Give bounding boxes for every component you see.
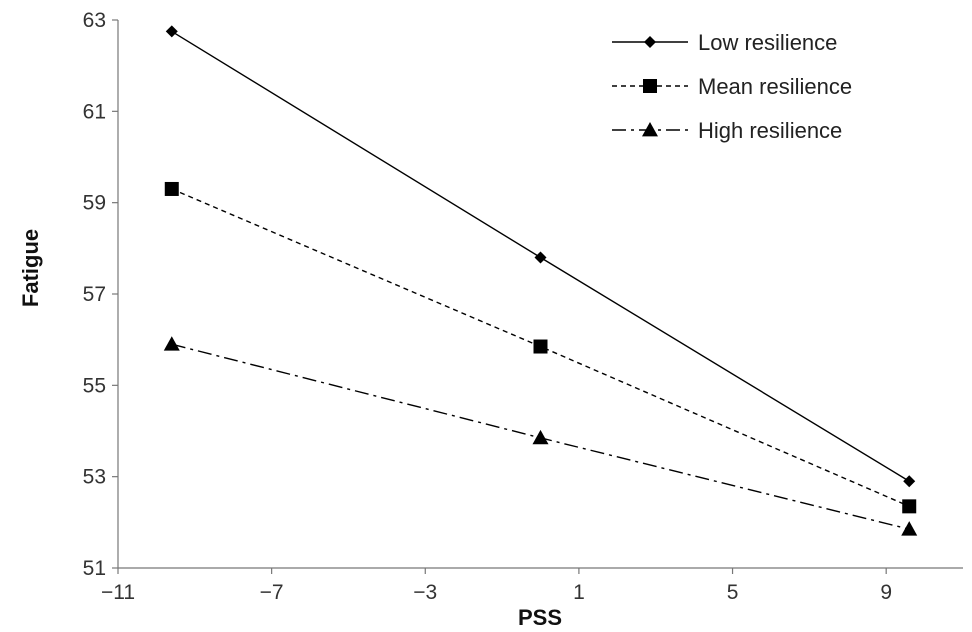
data-point xyxy=(533,339,548,354)
legend-label: High resilience xyxy=(698,118,842,143)
legend-marker xyxy=(643,79,657,93)
data-point xyxy=(903,475,916,488)
legend-item: Mean resilience xyxy=(612,74,852,99)
data-point xyxy=(901,521,918,536)
legend: Low resilience Mean resilience High resili… xyxy=(612,30,852,143)
legend-marker xyxy=(644,36,656,48)
legend-label: Low resilience xyxy=(698,30,837,55)
data-point xyxy=(163,336,180,351)
y-tick-label: 51 xyxy=(83,557,106,580)
data-point xyxy=(902,499,917,514)
x-tick-label: −11 xyxy=(101,581,135,604)
data-point xyxy=(532,429,549,445)
plot-area xyxy=(112,19,963,574)
y-tick-label: 61 xyxy=(83,100,106,123)
y-tick-label: 53 xyxy=(83,466,106,489)
x-axis-title: PSS xyxy=(518,605,562,630)
y-tick-label: 63 xyxy=(83,9,106,32)
legend-marker xyxy=(642,122,658,137)
x-tick-label: −3 xyxy=(413,581,437,604)
legend-label: Mean resilience xyxy=(698,74,852,99)
y-tick-label: 57 xyxy=(83,283,106,306)
x-tick-label: 5 xyxy=(727,581,739,604)
series-square xyxy=(164,181,917,514)
y-tick-label: 55 xyxy=(83,374,106,397)
data-point xyxy=(164,181,179,196)
x-tick-label: 1 xyxy=(573,581,585,604)
y-tick-label: 59 xyxy=(83,192,106,215)
y-axis-title: Fatigue xyxy=(18,229,43,307)
x-tick-label: 9 xyxy=(880,581,892,604)
data-point xyxy=(534,251,547,264)
x-tick-label: −7 xyxy=(260,581,284,604)
data-point xyxy=(165,25,178,38)
legend-item: High resilience xyxy=(612,118,842,143)
legend-item: Low resilience xyxy=(612,30,837,55)
series-triangle xyxy=(163,336,918,536)
series-diamond xyxy=(165,25,916,488)
